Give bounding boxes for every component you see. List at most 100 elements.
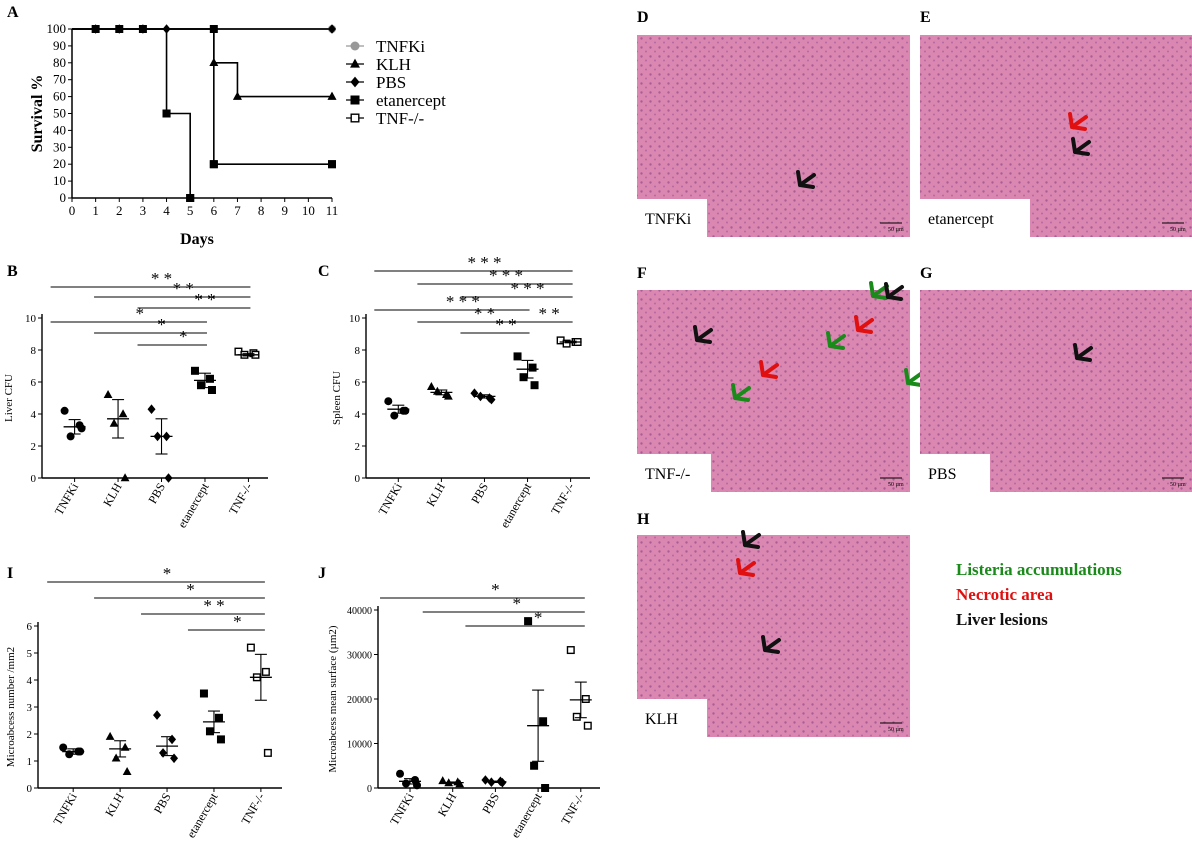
marker-square <box>199 689 208 698</box>
arrow-shape <box>1071 137 1091 156</box>
significance-label: * <box>534 608 543 627</box>
histology-panels: TNFKi 50 µm etanercept 50 µm TNF-/- 50 µm PBS 5… <box>637 35 1192 737</box>
marker-square <box>519 373 528 382</box>
y-tick-label: 60 <box>53 89 66 104</box>
significance-label: * * <box>495 315 516 334</box>
marker-triangle <box>426 382 436 390</box>
arrow-legend-item: Listeria accumulations <box>956 560 1122 579</box>
x-tick-label: 3 <box>140 203 147 218</box>
panel-letter-h: H <box>637 511 650 528</box>
x-tick-label: PBS <box>479 791 502 816</box>
y-tick-label: 80 <box>53 55 66 70</box>
marker-circle <box>60 406 69 415</box>
histology-label: PBS <box>928 466 956 483</box>
marker-triangle <box>327 91 337 100</box>
significance-label: * <box>491 580 500 599</box>
significance-label: * * <box>151 269 172 288</box>
y-tick-label: 4 <box>31 409 37 421</box>
arrow-shape <box>731 383 751 402</box>
x-tick-label: 9 <box>281 203 288 218</box>
x-tick-label: 11 <box>326 203 339 218</box>
panel-letter-d: D <box>637 9 649 26</box>
marker-square <box>115 25 124 33</box>
arrow-icon <box>884 282 904 301</box>
arrow-shape <box>884 282 904 301</box>
marker-square <box>328 160 336 169</box>
y-tick-label: 5 <box>27 648 33 660</box>
microabscess-surface-chart: 0 10000 20000 30000 40000 Microabcess mean su… <box>327 580 600 840</box>
arrow-shape <box>796 170 816 189</box>
y-tick-label: 40 <box>53 122 66 137</box>
x-tick-label: 8 <box>258 203 265 218</box>
marker-diamond <box>153 710 162 720</box>
y-tick-label: 10 <box>53 173 66 188</box>
marker-diamond <box>164 473 173 483</box>
significance-label: * <box>179 327 188 346</box>
arrow-shape <box>741 530 761 549</box>
scale-bar-label: 50 µm <box>1170 482 1186 488</box>
histology-label-box <box>637 454 711 492</box>
spleen-cfu-chart: 0 2 4 6 8 10 Spleen CFU TNFKi KLH PBS etanercept TN… <box>331 253 590 530</box>
marker-square <box>524 617 533 626</box>
marker-square-open <box>583 721 592 730</box>
y-tick-label: 30 <box>53 139 66 154</box>
y-tick-label: 40000 <box>347 606 372 617</box>
y-tick-label: 0 <box>60 190 67 205</box>
marker-triangle <box>443 391 453 400</box>
marker-square <box>209 25 218 33</box>
x-tick-label: TNF-/- <box>558 791 587 827</box>
marker-diamond <box>159 748 168 758</box>
marker-triangle <box>103 390 113 398</box>
arrow-icon <box>741 530 761 549</box>
arrow-shape <box>761 635 781 654</box>
x-tick-label: TNF-/- <box>238 791 267 827</box>
x-axis-label: Days <box>180 231 214 248</box>
y-tick-label: 0 <box>367 784 372 795</box>
scale-bar-label: 50 µm <box>888 727 904 733</box>
arrow-icon <box>1071 137 1091 156</box>
arrow-icon <box>731 383 751 402</box>
arrow-icon <box>759 360 779 379</box>
marker-square <box>207 386 216 394</box>
y-axis-label: Microabcess number /mm2 <box>5 647 17 767</box>
significance-label: * * <box>203 596 224 615</box>
marker-triangle <box>109 418 119 427</box>
arrow-legend-item: Necrotic area <box>956 585 1054 604</box>
arrow-shape <box>693 325 713 344</box>
histology-label: TNFKi <box>645 211 692 228</box>
marker-circle <box>350 41 360 51</box>
marker-square <box>186 194 195 202</box>
y-tick-label: 0 <box>27 783 33 795</box>
marker-square <box>205 727 214 736</box>
marker-circle <box>384 397 393 406</box>
marker-square <box>216 735 225 744</box>
significance-label: * * <box>474 304 495 323</box>
y-tick-label: 6 <box>31 377 37 389</box>
marker-square <box>205 374 214 383</box>
arrow-icon <box>904 368 924 387</box>
y-axis-label: Spleen CFU <box>331 371 343 425</box>
y-tick-label: 3 <box>27 702 33 714</box>
marker-diamond <box>470 388 479 398</box>
x-tick-label: 1 <box>92 203 99 218</box>
significance-label: * * <box>538 304 559 323</box>
marker-square <box>350 95 360 105</box>
arrow-icon <box>761 635 781 654</box>
marker-square <box>513 352 522 361</box>
x-tick-label: 2 <box>116 203 123 218</box>
marker-diamond <box>481 775 490 785</box>
arrow-icon <box>1068 112 1088 131</box>
x-tick-label: etanercept <box>175 480 212 530</box>
marker-square <box>196 381 205 390</box>
y-tick-label: 0 <box>31 473 37 485</box>
x-tick-label: KLH <box>435 790 460 819</box>
y-tick-label: 70 <box>53 72 66 87</box>
significance-label: * * <box>173 279 194 298</box>
marker-square <box>214 713 223 722</box>
x-tick-label: TNFKi <box>387 790 417 828</box>
marker-square <box>530 761 539 770</box>
x-tick-label: 0 <box>69 203 76 218</box>
x-tick-label: etanercept <box>184 790 221 840</box>
x-tick-label: 10 <box>302 203 315 218</box>
